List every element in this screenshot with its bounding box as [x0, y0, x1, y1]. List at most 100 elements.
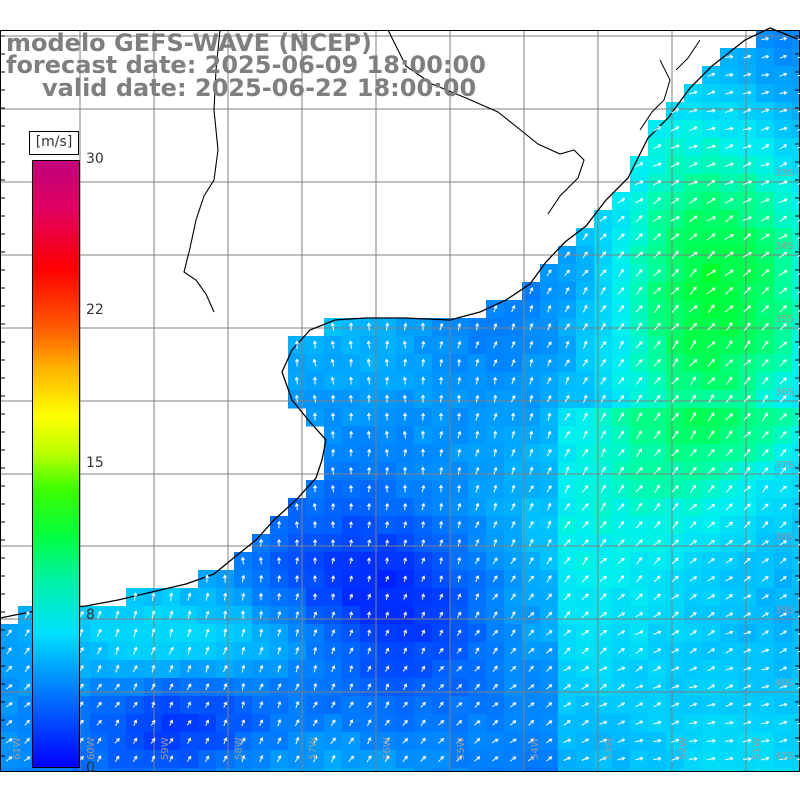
wind-arrow: [761, 720, 770, 725]
wind-arrow: [421, 593, 426, 600]
wind-arrow: [403, 683, 408, 691]
wind-arrow: [258, 592, 264, 601]
wind-arrow: [743, 666, 752, 671]
wind-arrow: [689, 394, 697, 403]
wind-arrow: [725, 756, 734, 761]
wind-arrow: [204, 773, 210, 780]
wind-arrow: [779, 503, 787, 510]
wind-arrow: [511, 484, 516, 493]
wind-arrow: [688, 233, 698, 241]
wind-arrow: [439, 520, 444, 529]
wind-arrow: [779, 126, 788, 131]
wind-arrow: [743, 702, 752, 707]
wind-arrow: [259, 538, 264, 547]
wind-arrow: [635, 198, 644, 204]
speed-cell: [792, 264, 800, 283]
wind-arrow: [760, 198, 770, 204]
speed-cell: [792, 66, 800, 85]
wind-arrow: [689, 322, 698, 331]
wind-arrow: [96, 774, 103, 780]
speed-cell: [792, 516, 800, 535]
wind-arrow: [797, 704, 800, 707]
wind-arrow: [797, 146, 800, 149]
wind-arrow: [635, 630, 644, 636]
wind-arrow: [635, 467, 643, 475]
wind-arrow: [23, 756, 31, 762]
wind-arrow: [241, 592, 246, 601]
wind-arrow: [672, 358, 678, 368]
wind-arrow: [457, 322, 462, 331]
wind-arrow: [581, 575, 589, 583]
wind-arrow: [707, 648, 715, 654]
wind-arrow: [743, 774, 752, 779]
wind-arrow: [636, 556, 643, 565]
wind-arrow: [725, 666, 734, 671]
wind-arrow: [636, 575, 643, 583]
wind-arrow: [457, 484, 462, 493]
wind-arrow: [725, 430, 733, 440]
wind-arrow: [421, 683, 426, 691]
wind-arrow: [475, 502, 480, 511]
speed-cell: [792, 390, 800, 409]
wind-arrow: [688, 215, 698, 223]
speed-cell: [216, 768, 235, 772]
speed-cell: [792, 228, 800, 247]
colorbar-label-8: 8: [86, 607, 95, 623]
wind-arrow: [277, 737, 282, 745]
wind-arrow: [475, 538, 480, 547]
wind-arrow: [493, 466, 498, 475]
wind-arrow: [385, 502, 390, 511]
wind-arrow: [671, 720, 680, 726]
wind-arrow: [671, 304, 679, 313]
wind-arrow: [385, 340, 390, 349]
wind-arrow: [456, 773, 463, 780]
wind-arrow: [169, 719, 174, 726]
wind-arrow: [671, 287, 680, 295]
wind-arrow: [742, 216, 753, 222]
wind-arrow: [797, 38, 800, 40]
wind-arrow: [743, 412, 751, 421]
speed-cell: [792, 282, 800, 301]
wind-arrow: [547, 412, 552, 421]
speed-cell: [792, 120, 800, 139]
wind-arrow: [582, 359, 588, 367]
wind-arrow: [688, 108, 698, 113]
wind-arrow: [439, 539, 444, 547]
wind-arrow: [743, 648, 752, 654]
wind-arrow: [761, 376, 769, 385]
wind-arrow: [564, 611, 571, 619]
wind-arrow: [779, 251, 788, 259]
speed-cell: [198, 768, 217, 772]
wind-arrow: [510, 394, 516, 403]
wind-arrow: [706, 126, 716, 131]
wind-arrow: [725, 359, 734, 367]
wind-arrow: [725, 521, 733, 528]
wind-arrow: [24, 665, 30, 673]
wind-arrow: [742, 252, 753, 258]
wind-arrow: [635, 720, 644, 726]
wind-arrow: [779, 305, 787, 313]
wind-arrow: [420, 466, 426, 475]
wind-arrow: [581, 647, 589, 655]
speed-cell: [792, 408, 800, 427]
wind-arrow: [599, 521, 607, 529]
wind-arrow: [671, 702, 680, 708]
speed-cell: [126, 768, 145, 772]
wind-arrow: [546, 466, 552, 475]
wind-arrow: [312, 412, 318, 421]
wind-arrow: [761, 648, 770, 653]
wind-arrow: [581, 503, 589, 511]
wind-arrow: [635, 305, 643, 313]
wind-arrow: [96, 701, 102, 708]
wind-arrow: [367, 647, 372, 655]
wind-arrow: [259, 754, 264, 763]
wind-arrow: [599, 647, 607, 655]
wind-arrow: [798, 435, 800, 439]
wind-arrow: [582, 466, 588, 476]
wind-arrow: [439, 629, 444, 636]
colorbar: [32, 160, 80, 768]
wind-arrow: [671, 630, 680, 636]
wind-arrow: [277, 646, 282, 655]
wind-arrow: [671, 179, 680, 186]
wind-arrow: [761, 108, 770, 113]
